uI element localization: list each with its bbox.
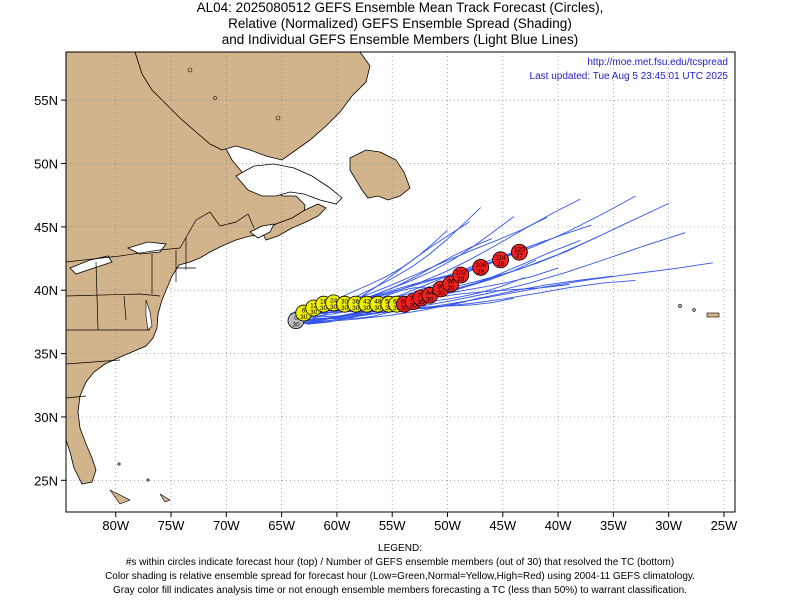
source-info: http://moe.met.fsu.edu/tcspread Last upd… (530, 56, 728, 84)
lat-label: 40N (34, 283, 58, 298)
lat-label: 25N (34, 473, 58, 488)
lon-label: 80W (102, 518, 129, 533)
member-count: 30 (417, 299, 425, 306)
member-count: 30 (330, 304, 338, 311)
member-count: 30 (410, 303, 418, 310)
member-count: 30 (374, 305, 382, 312)
forecast-hour: 30 (341, 299, 349, 306)
lon-label: 75W (158, 518, 185, 533)
forecast-hour: 114 (495, 254, 506, 261)
forecast-hour: 48 (374, 299, 382, 306)
member-count: 30 (437, 290, 445, 297)
nova-scotia-land (261, 203, 327, 241)
source-url[interactable]: http://moe.met.fsu.edu/tcspread (587, 57, 728, 68)
chesapeake-bay (145, 299, 153, 331)
lon-label: 40W (545, 518, 572, 533)
member-count: 28 (497, 261, 505, 268)
map-frame (65, 51, 736, 513)
forecast-hour: 24 (330, 297, 338, 304)
member-count: 30 (341, 305, 349, 312)
member-count: 30 (352, 305, 360, 312)
member-count: 30 (320, 305, 328, 312)
member-count: 29 (447, 285, 455, 292)
forecast-hour: 42 (363, 299, 371, 306)
graticule (66, 52, 735, 512)
map-title: AL04: 2025080512 GEFS Ensemble Mean Trac… (0, 0, 800, 48)
bay-of-fundy-water (249, 223, 275, 239)
lon-label: 45W (489, 518, 516, 533)
title-line-2: Relative (Normalized) GEFS Ensemble Spre… (228, 16, 572, 31)
lon-label: 65W (268, 518, 295, 533)
forecast-hour: 84 (426, 290, 434, 297)
legend-line-1: #s within circles indicate forecast hour… (125, 557, 675, 568)
last-updated: Last updated: Tue Aug 5 23:45:01 UTC 202… (529, 71, 728, 82)
member-count: 30 (363, 305, 371, 312)
member-count: 30 (292, 322, 300, 329)
member-track (306, 279, 636, 314)
lake-erie (69, 255, 113, 275)
member-count: 27 (516, 253, 524, 260)
lon-label: 35W (600, 518, 627, 533)
forecast-hour: 6 (302, 308, 306, 315)
legend-heading: LEGEND: (378, 543, 422, 554)
member-count: 30 (310, 309, 318, 316)
lon-label: 25W (711, 518, 738, 533)
forecast-hour: 36 (352, 299, 360, 306)
legend-line-2: Color shading is relative ensemble sprea… (105, 571, 695, 582)
legend-text: #s within circles indicate forecast hour… (0, 556, 800, 598)
forecast-hour: 102 (455, 270, 466, 277)
member-count: 30 (300, 314, 308, 321)
forecast-hour: 18 (320, 299, 328, 306)
atlantic-islands (109, 67, 720, 505)
member-count: 29 (457, 276, 465, 283)
member-track (299, 202, 669, 323)
member-count: 30 (385, 305, 393, 312)
lon-label: 70W (213, 518, 240, 533)
title-line-3: and Individual GEFS Ensemble Members (Li… (221, 32, 579, 47)
forecast-hour: 78 (417, 292, 425, 299)
newfoundland-land (349, 149, 411, 201)
legend-line-3: Gray color fill indicates analysis time … (113, 585, 687, 596)
member-track (298, 195, 636, 313)
forecast-hour: 66 (401, 299, 409, 306)
lon-label: 30W (655, 518, 682, 533)
forecast-hour: 96 (447, 278, 455, 285)
forecast-hour: 0 (294, 315, 298, 322)
member-count: 30 (401, 305, 409, 312)
mean-track-circles: 0306301230183024303030363042304830543060… (287, 243, 528, 330)
lat-label: 35N (34, 347, 58, 362)
lat-label: 55N (34, 93, 58, 108)
lon-label: 60W (324, 518, 351, 533)
labrador-land (134, 52, 371, 161)
forecast-hour: 90 (437, 283, 445, 290)
lat-label: 30N (34, 410, 58, 425)
axis-ticks: 80W 75W 70W 65W 60W 55W 50W 45W 40W 35W 30W 25W 25N 3… (34, 93, 738, 533)
member-track (292, 221, 470, 324)
political-borders (66, 211, 255, 399)
forecast-hour: 108 (475, 262, 486, 269)
member-count: 30 (426, 296, 434, 303)
member-count: 28 (477, 268, 485, 275)
title-line-1: AL04: 2025080512 GEFS Ensemble Mean Trac… (196, 0, 604, 15)
forecast-hour: 12 (310, 302, 318, 309)
lat-label: 50N (34, 157, 58, 172)
lon-label: 55W (379, 518, 406, 533)
forecast-hour: 120 (514, 247, 525, 254)
lat-label: 45N (34, 220, 58, 235)
member-count: 30 (393, 305, 401, 312)
gulf-st-lawrence-water (235, 163, 343, 205)
lon-label: 50W (434, 518, 461, 533)
